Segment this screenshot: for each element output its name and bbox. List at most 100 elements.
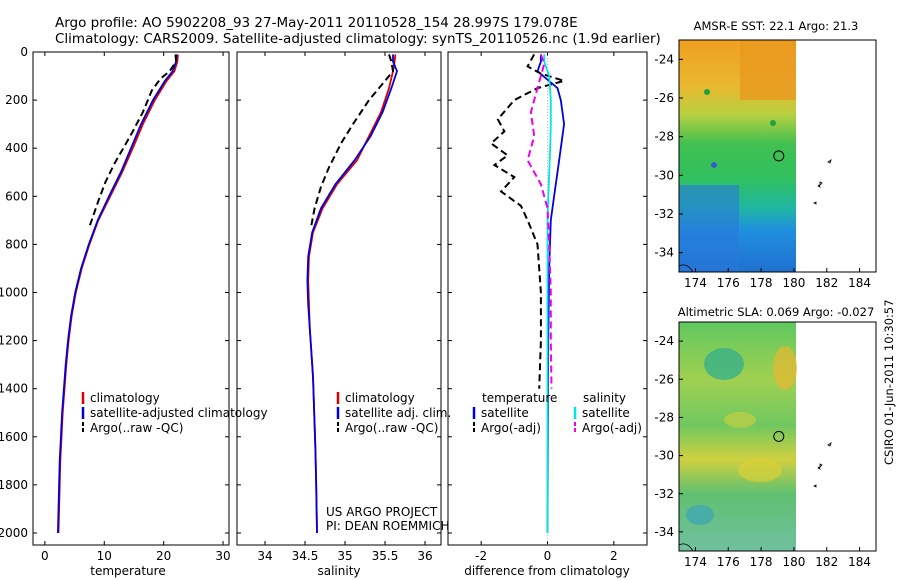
coast-outline — [678, 543, 694, 552]
legend-label-temp-argo: Argo(-adj) — [481, 421, 541, 435]
sla-high-patch — [738, 458, 782, 482]
y-tick-label: 1600 — [0, 430, 28, 444]
difference-panel: -2 0 2 difference from climatology tempera… — [447, 51, 648, 578]
temperature-legend: climatology satellite-adjusted climatolo… — [81, 391, 268, 435]
legend-label-climatology: climatology — [90, 391, 160, 405]
x-tick-label: 10 — [97, 549, 112, 563]
series-line-argo-raw-qc — [89, 54, 178, 226]
sla-low-patch — [686, 505, 714, 525]
sla-low-patch — [704, 348, 744, 380]
map-x-tick-label: 180 — [782, 276, 805, 290]
salinity-legend: climatology satellite adj. clim. Argo(..… — [336, 391, 451, 435]
credit-pi: PI: DEAN ROEMMICH — [326, 519, 449, 533]
sla-map-ticks: 174 176 178 180 182 184 -24 -26 -28 -30 -32 -34 — [654, 334, 871, 569]
map-x-tick-label: 184 — [848, 555, 871, 569]
x-tick-label: 0 — [41, 549, 49, 563]
difference-xlabel: difference from climatology — [464, 564, 630, 578]
header-line-1: Argo profile: AO 5902208_93 27-May-2011 … — [55, 15, 578, 31]
map-y-tick-label: -32 — [654, 207, 674, 221]
temperature-panel: 0 10 20 30 0 200 400 600 800 1000 1200 1400 1600 1800… — [0, 45, 268, 578]
sla-map-panel: Altimetric SLA: 0.069 Argo: -0.027 174 17… — [654, 305, 877, 569]
y-tick-label: 400 — [5, 141, 28, 155]
sla-islands — [678, 442, 832, 552]
map-x-tick-label: 180 — [782, 555, 805, 569]
temperature-axes-frame — [32, 51, 230, 546]
salinity-series — [306, 54, 398, 534]
sla-map-frame — [678, 321, 877, 552]
series-line-satellite-adjusted-climatology — [57, 54, 178, 534]
legend-label-temp-satellite: satellite — [481, 406, 529, 420]
map-y-tick-label: -34 — [654, 246, 674, 260]
map-y-tick-label: -30 — [654, 168, 674, 182]
legend-title-salinity: salinity — [583, 391, 626, 405]
legend-title-temperature: temperature — [482, 391, 557, 405]
island-outline — [813, 442, 832, 488]
map-y-tick-label: -28 — [654, 130, 674, 144]
timestamp: CSIRO 01-Jun-2011 10:30:57 — [882, 299, 896, 465]
temperature-ticks: 0 10 20 30 0 200 400 600 800 1000 1200 1400 1600 1800… — [0, 45, 231, 563]
x-tick-label: 34 — [257, 549, 272, 563]
float-position-marker — [773, 150, 785, 162]
credit-project: US ARGO PROJECT — [326, 505, 438, 519]
sla-field-patches — [686, 346, 797, 525]
y-tick-label: 0 — [20, 45, 28, 59]
series-line-climatology — [307, 54, 397, 534]
map-y-tick-label: -26 — [654, 372, 674, 386]
y-tick-label: 1000 — [0, 285, 28, 299]
map-x-tick-label: 178 — [750, 276, 773, 290]
y-tick-label: 1800 — [0, 478, 28, 492]
map-y-tick-label: -28 — [654, 410, 674, 424]
map-y-tick-label: -24 — [654, 334, 674, 348]
sst-spot — [704, 89, 710, 95]
sst-map-panel: AMSR-E SST: 22.1 Argo: 21.3 174 176 178 180… — [654, 19, 877, 290]
x-tick-label: 35 — [337, 549, 352, 563]
y-tick-label: 200 — [5, 93, 28, 107]
legend-label-satellite: satellite adj. clim. — [345, 406, 451, 420]
series-line-argo-raw-qc — [310, 54, 395, 226]
series-line-satellite-adj-clim — [306, 54, 398, 534]
x-tick-label: 30 — [215, 549, 230, 563]
x-tick-label: 35.5 — [372, 549, 399, 563]
salinity-xlabel: salinity — [317, 564, 360, 578]
map-x-tick-label: 182 — [815, 276, 838, 290]
coast-outline — [678, 264, 694, 273]
sst-spot — [770, 120, 776, 126]
map-x-tick-label: 176 — [717, 555, 740, 569]
island-outline — [813, 159, 832, 205]
map-y-tick-label: -34 — [654, 525, 674, 539]
legend-label-climatology: climatology — [345, 391, 415, 405]
y-tick-label: 1400 — [0, 382, 28, 396]
sst-field-patches — [679, 40, 796, 272]
sla-map-title: Altimetric SLA: 0.069 Argo: -0.027 — [678, 305, 875, 319]
legend-label-argo: Argo(..raw -QC) — [90, 421, 183, 435]
x-tick-label: 2 — [610, 549, 618, 563]
sla-high-patch — [724, 412, 756, 428]
series-line-salinity-argo-adj — [526, 54, 553, 389]
sst-warm-patch — [740, 40, 796, 100]
salinity-ticks: 34 34.5 35 35.5 36 — [237, 51, 441, 563]
y-tick-label: 2000 — [0, 526, 28, 540]
map-y-tick-label: -24 — [654, 52, 674, 66]
sst-map-frame — [678, 39, 877, 273]
x-tick-label: 20 — [156, 549, 171, 563]
float-position-marker — [773, 430, 785, 442]
y-tick-label: 1200 — [0, 334, 28, 348]
map-x-tick-label: 176 — [717, 276, 740, 290]
temperature-series — [57, 54, 179, 534]
x-tick-label: 36 — [417, 549, 432, 563]
map-x-tick-label: 174 — [684, 555, 707, 569]
sst-cold-patch — [679, 185, 739, 272]
difference-series — [489, 53, 568, 534]
temperature-xlabel: temperature — [90, 564, 165, 578]
x-tick-label: 0 — [544, 549, 552, 563]
map-x-tick-label: 174 — [684, 276, 707, 290]
salinity-axes-frame — [236, 51, 442, 546]
legend-label-argo: Argo(..raw -QC) — [345, 421, 438, 435]
map-y-tick-label: -26 — [654, 91, 674, 105]
series-line-temperature-argo-adj — [489, 53, 568, 389]
sst-map-title: AMSR-E SST: 22.1 Argo: 21.3 — [694, 19, 859, 33]
legend-label-sal-satellite: satellite — [582, 406, 630, 420]
x-tick-label: -2 — [475, 549, 487, 563]
map-y-tick-label: -32 — [654, 487, 674, 501]
